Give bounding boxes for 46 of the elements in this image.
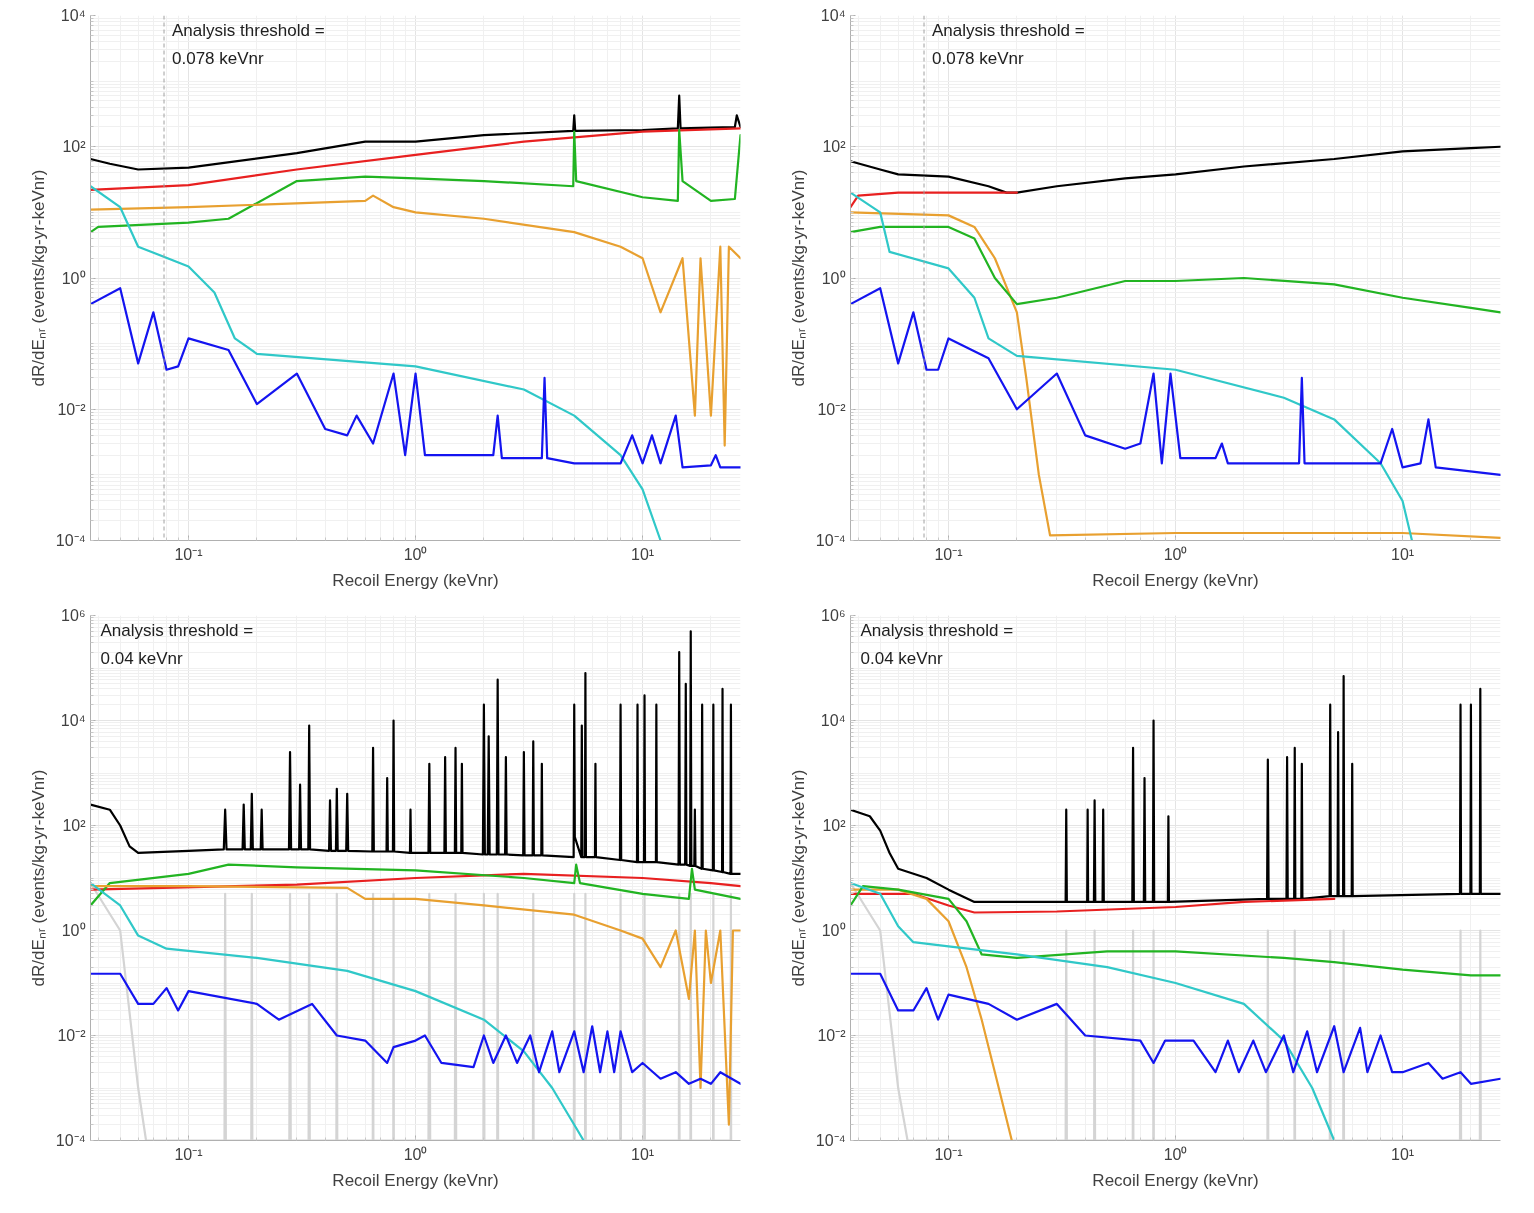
y-tick-label: 10⁻² [57,400,87,418]
y-tick-label: 10⁶ [821,607,846,624]
y-tick-label: 10⁻⁴ [815,532,846,549]
y-axis-title: dR/dEₙᵣ (events/kg-yr-keVnr) [788,769,808,987]
y-tick-label: 10⁻⁴ [815,1132,846,1149]
y-tick-label: 10⁰ [61,269,86,287]
y-tick-label: 10⁴ [820,7,846,24]
y-tick-label: 10⁻² [57,1027,87,1044]
x-tick-label: 10⁰ [403,1145,428,1163]
y-axis-title: dR/dEₙᵣ (events/kg-yr-keVnr) [28,169,48,387]
x-tick-label: 10⁻¹ [174,1145,203,1163]
y-axis-title: dR/dEₙᵣ (events/kg-yr-keVnr) [28,769,48,987]
y-tick-label: 10² [822,138,847,156]
x-tick-label: 10⁰ [403,545,428,563]
x-axis-title: Recoil Energy (keVnr) [1092,1170,1259,1190]
y-tick-label: 10⁻² [817,1027,847,1044]
x-tick-label: 10⁻¹ [934,1145,963,1163]
ref-line-label: Analysis threshold = 0.078 keVnr [172,20,325,68]
y-tick-label: 10⁻⁴ [55,532,86,549]
y-tick-label: 10⁶ [61,607,86,624]
x-tick-label: 10¹ [1391,545,1415,563]
x-tick-label: 10¹ [631,1145,655,1163]
x-axis-title: Recoil Energy (keVnr) [1092,570,1259,590]
x-tick-label: 10¹ [1391,1145,1415,1163]
y-tick-label: 10⁻⁴ [55,1132,86,1149]
annotation: Analysis threshold = 0.04 keVnr [100,620,254,668]
y-tick-label: 10⁻² [817,400,847,418]
y-tick-label: 10² [62,138,87,156]
ref-line-label: Analysis threshold = 0.078 keVnr [932,20,1085,68]
y-tick-label: 10⁰ [821,922,846,939]
y-tick-label: 10⁴ [60,712,86,729]
x-tick-label: 10⁰ [1163,1145,1188,1163]
x-tick-label: 10¹ [631,545,655,563]
y-tick-label: 10⁴ [60,7,86,24]
y-tick-label: 10⁰ [61,922,86,939]
y-tick-label: 10² [62,817,87,834]
x-tick-label: 10⁰ [1163,545,1188,563]
x-tick-label: 10⁻¹ [174,545,203,563]
y-axis-title: dR/dEₙᵣ (events/kg-yr-keVnr) [788,169,808,387]
annotation: Analysis threshold = 0.04 keVnr [860,620,1014,668]
y-tick-label: 10⁴ [820,712,846,729]
x-axis-title: Recoil Energy (keVnr) [332,570,499,590]
x-tick-label: 10⁻¹ [934,545,963,563]
x-axis-title: Recoil Energy (keVnr) [332,1170,499,1190]
y-tick-label: 10⁰ [821,269,846,287]
y-tick-label: 10² [822,817,847,834]
